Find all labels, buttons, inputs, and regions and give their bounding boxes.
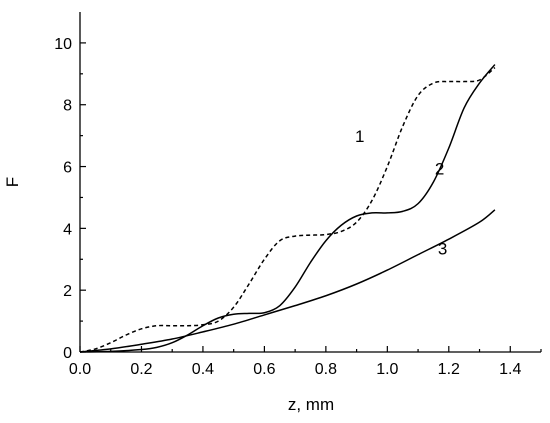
curve-label-3: 3 xyxy=(438,240,447,259)
x-tick-label: 1.2 xyxy=(438,361,460,378)
curve-label-1: 1 xyxy=(355,127,364,146)
x-tick-label: 0.6 xyxy=(253,361,275,378)
x-axis-label: z, mm xyxy=(288,395,334,414)
series-line-1 xyxy=(79,67,496,353)
y-tick-label: 4 xyxy=(63,221,72,238)
x-tick-label: 1.4 xyxy=(499,361,521,378)
y-tick-label: 6 xyxy=(63,160,72,177)
x-tick-label: 0.8 xyxy=(315,361,337,378)
x-tick-label: 0.4 xyxy=(192,361,214,378)
series-line-2 xyxy=(79,64,496,353)
y-tick-label: 10 xyxy=(54,36,72,53)
series-layer xyxy=(79,64,496,353)
x-tick-label: 0.2 xyxy=(130,361,152,378)
axes: 0.0 0.2 0.4 0.6 0.8 1.0 1.2 1.4 0 2 4 6 8 10 xyxy=(54,12,542,378)
y-axis-label: F xyxy=(3,177,22,187)
y-tick-label: 8 xyxy=(63,98,72,115)
annotation-layer: 1 2 3 xyxy=(355,127,447,259)
series-line-3 xyxy=(79,209,496,353)
y-tick-label: 0 xyxy=(63,345,72,362)
x-tick-label: 0.0 xyxy=(69,361,91,378)
x-tick-label: 1.0 xyxy=(376,361,398,378)
y-tick-label: 2 xyxy=(63,283,72,300)
curve-label-2: 2 xyxy=(435,159,444,178)
